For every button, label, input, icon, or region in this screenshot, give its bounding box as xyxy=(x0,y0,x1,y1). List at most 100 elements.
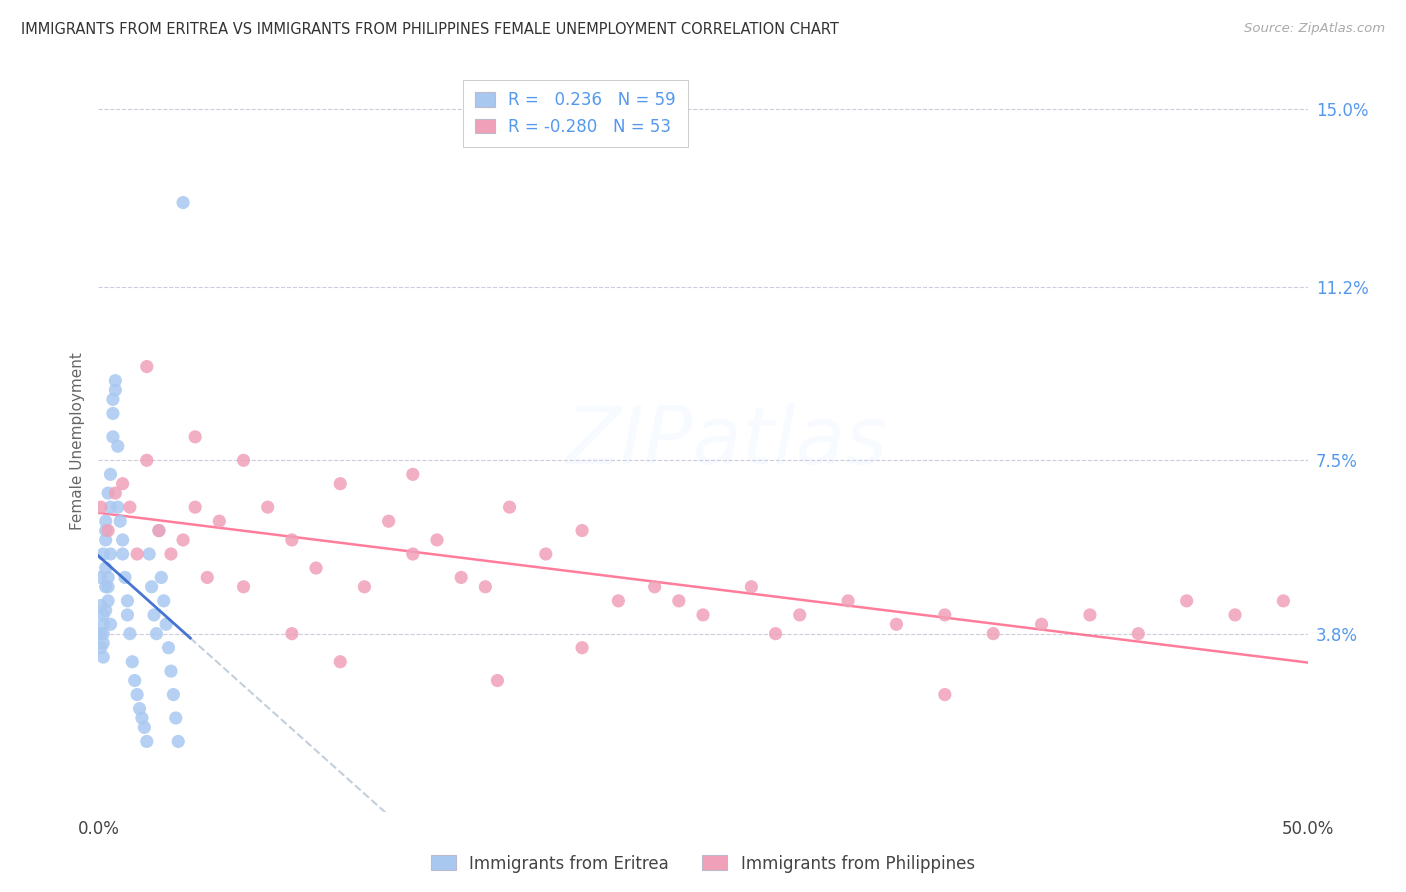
Point xyxy=(1223,607,1246,622)
Point xyxy=(571,640,593,655)
Point xyxy=(145,626,167,640)
Point xyxy=(104,383,127,397)
Point xyxy=(100,547,122,561)
Point xyxy=(571,524,593,538)
Point xyxy=(127,547,149,561)
Point xyxy=(127,688,149,702)
Point xyxy=(138,547,160,561)
Point xyxy=(143,607,166,622)
Point xyxy=(152,594,174,608)
Point xyxy=(281,533,304,547)
Y-axis label: Female Unemployment: Female Unemployment xyxy=(69,352,84,531)
Point xyxy=(256,500,278,515)
Point xyxy=(135,734,157,748)
Point xyxy=(184,430,207,444)
Point xyxy=(886,617,908,632)
Text: Source: ZipAtlas.com: Source: ZipAtlas.com xyxy=(1244,22,1385,36)
Point xyxy=(94,561,117,575)
Point xyxy=(195,570,218,584)
Point xyxy=(165,711,187,725)
Point xyxy=(329,655,352,669)
Point xyxy=(91,650,114,665)
Point xyxy=(450,570,472,584)
Point xyxy=(104,486,127,500)
Point xyxy=(1078,607,1101,622)
Point xyxy=(155,617,177,632)
Legend: R =   0.236   N = 59, R = -0.280   N = 53: R = 0.236 N = 59, R = -0.280 N = 53 xyxy=(464,79,688,147)
Point xyxy=(94,524,117,538)
Point xyxy=(1128,626,1150,640)
Point xyxy=(740,580,762,594)
Point xyxy=(111,476,134,491)
Point xyxy=(107,439,129,453)
Point xyxy=(184,500,207,515)
Point xyxy=(208,514,231,528)
Point xyxy=(97,594,120,608)
Point xyxy=(91,607,114,622)
Point xyxy=(765,626,787,640)
Point xyxy=(157,640,180,655)
Point xyxy=(474,580,496,594)
Point xyxy=(232,453,254,467)
Point xyxy=(94,603,117,617)
Point xyxy=(108,514,131,528)
Point xyxy=(172,195,194,210)
Point xyxy=(101,392,124,407)
Point xyxy=(167,734,190,748)
Point xyxy=(486,673,509,688)
Point xyxy=(162,688,184,702)
Point xyxy=(981,626,1004,640)
Point xyxy=(107,500,129,515)
Point xyxy=(117,594,139,608)
Point xyxy=(668,594,690,608)
Point xyxy=(97,580,120,594)
Point xyxy=(934,688,956,702)
Point xyxy=(377,514,399,528)
Point xyxy=(114,570,136,584)
Point xyxy=(1272,594,1295,608)
Point xyxy=(91,547,114,561)
Point xyxy=(111,533,134,547)
Point xyxy=(837,594,859,608)
Point xyxy=(232,580,254,594)
Point xyxy=(91,636,114,650)
Point xyxy=(118,626,141,640)
Point xyxy=(329,476,352,491)
Point xyxy=(101,406,124,420)
Point xyxy=(111,547,134,561)
Point xyxy=(148,524,170,538)
Point xyxy=(121,655,143,669)
Point xyxy=(101,430,124,444)
Point xyxy=(118,500,141,515)
Point xyxy=(117,607,139,622)
Point xyxy=(100,500,122,515)
Text: ZIPatlas: ZIPatlas xyxy=(567,402,889,481)
Point xyxy=(135,453,157,467)
Point xyxy=(934,607,956,622)
Point xyxy=(100,617,122,632)
Point xyxy=(281,626,304,640)
Point xyxy=(90,599,112,613)
Point xyxy=(148,524,170,538)
Point xyxy=(789,607,811,622)
Point xyxy=(498,500,520,515)
Point xyxy=(94,533,117,547)
Point xyxy=(91,626,114,640)
Point xyxy=(402,467,425,482)
Point xyxy=(90,570,112,584)
Point xyxy=(124,673,146,688)
Point xyxy=(353,580,375,594)
Point xyxy=(97,524,120,538)
Point xyxy=(97,486,120,500)
Point xyxy=(172,533,194,547)
Point xyxy=(150,570,173,584)
Point xyxy=(94,514,117,528)
Point xyxy=(305,561,328,575)
Point xyxy=(534,547,557,561)
Legend: Immigrants from Eritrea, Immigrants from Philippines: Immigrants from Eritrea, Immigrants from… xyxy=(425,848,981,880)
Point xyxy=(94,580,117,594)
Point xyxy=(90,500,112,515)
Point xyxy=(90,640,112,655)
Point xyxy=(91,617,114,632)
Point xyxy=(141,580,163,594)
